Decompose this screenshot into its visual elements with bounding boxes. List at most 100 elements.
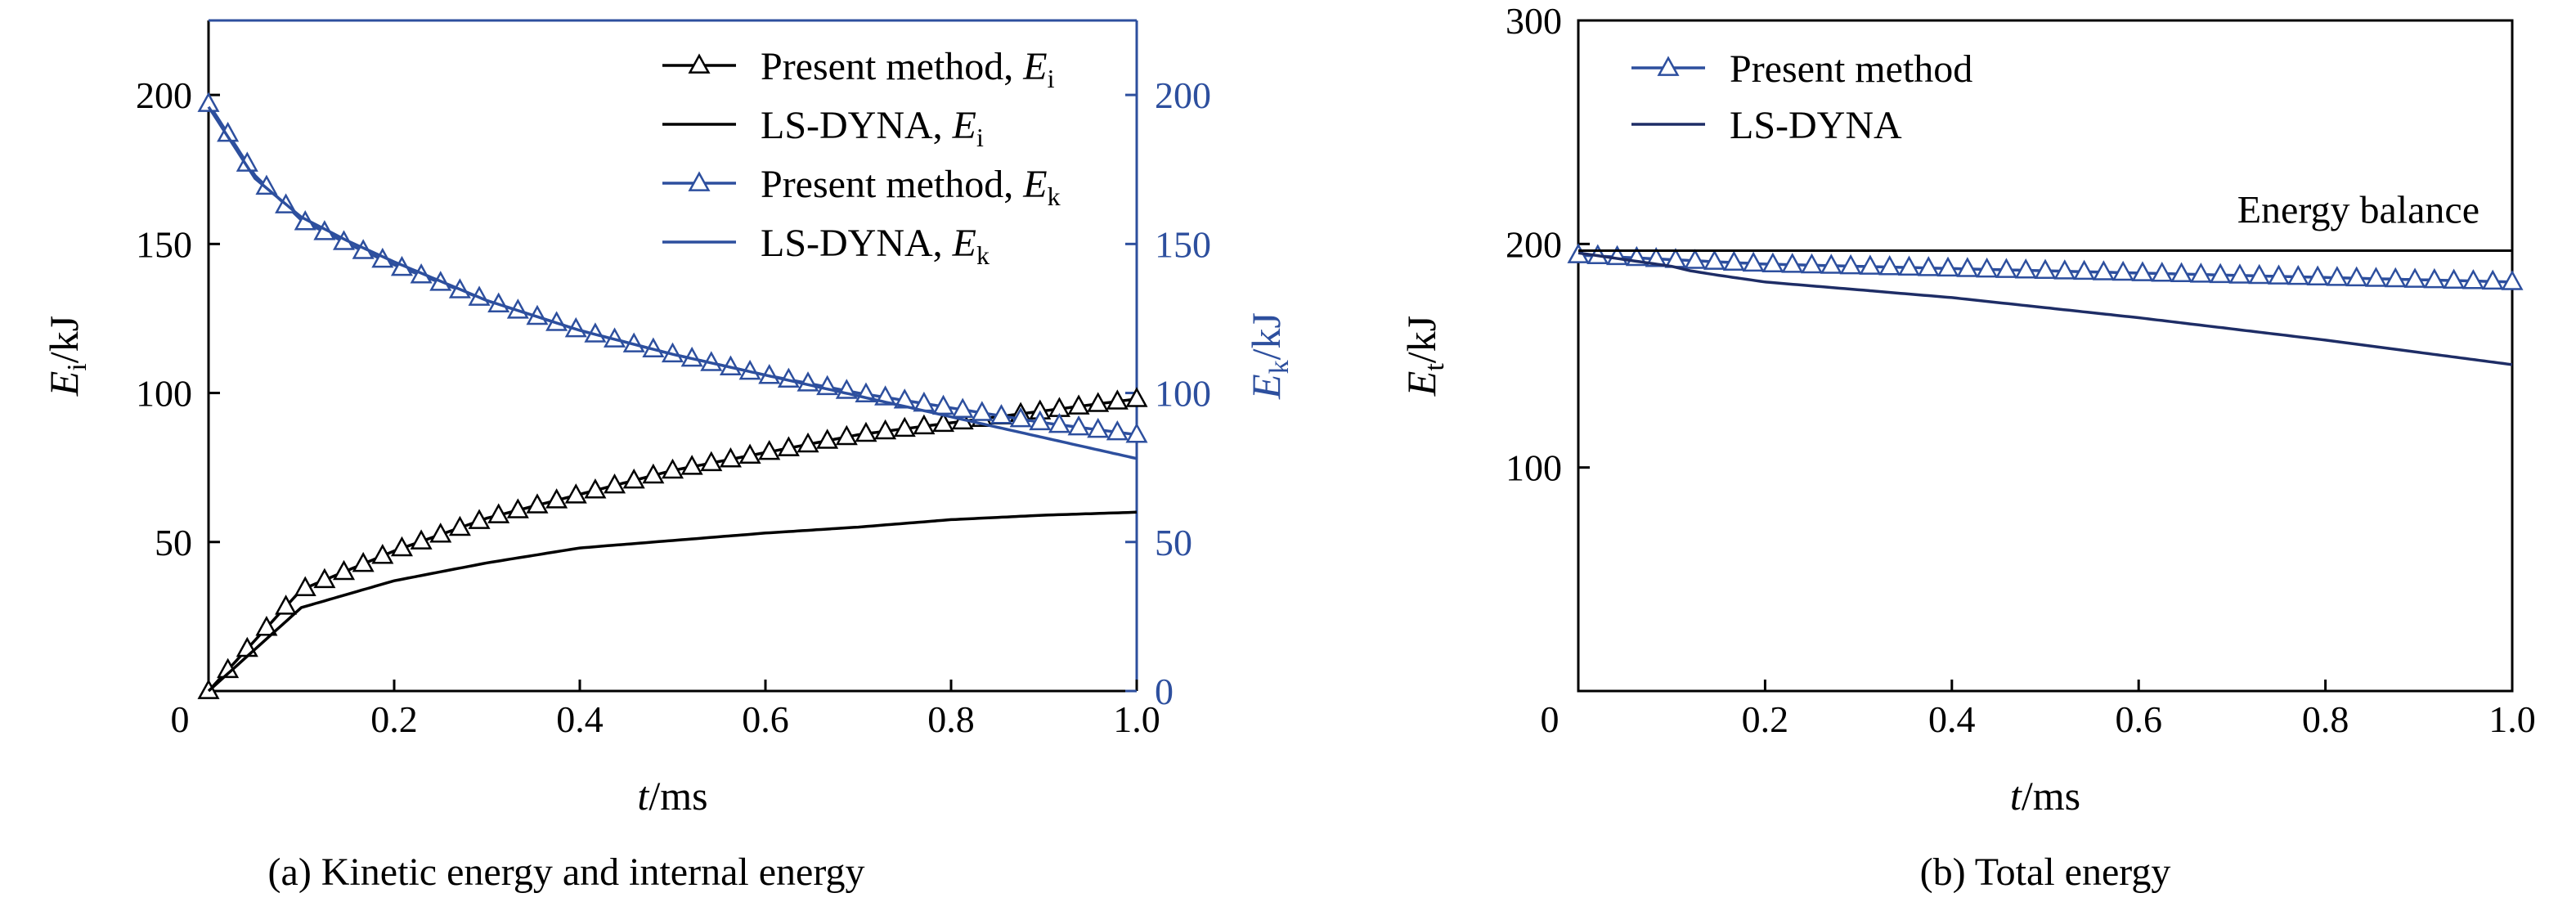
energy-balance-annotation: Energy balance: [2237, 189, 2480, 232]
data-point-marker: [410, 529, 433, 550]
data-point-marker: [2209, 263, 2232, 284]
x-axis-label-var: t: [637, 773, 649, 819]
data-point-marker: [468, 509, 491, 529]
data-point-marker: [1917, 256, 1940, 276]
data-point-marker: [1995, 258, 2017, 278]
x-tick-label: 0.2: [370, 698, 418, 740]
data-point-marker: [564, 483, 587, 504]
data-point-marker: [1106, 389, 1129, 410]
data-point-marker: [1976, 257, 1999, 278]
legend-marker: [688, 53, 711, 74]
y-right-axis-label-var: E: [1243, 374, 1289, 400]
chart-caption: (a) Kinetic energy and internal energy: [268, 850, 865, 894]
legend-entry: LS-DYNA, Ek: [662, 222, 990, 270]
legend-marker: [1657, 56, 1680, 76]
legend-label: LS-DYNA, Ek: [761, 222, 990, 270]
data-point-marker: [2053, 259, 2076, 280]
data-point-marker: [448, 515, 471, 536]
data-point-marker: [429, 523, 452, 543]
legend-entry: LS-DYNA: [1631, 104, 1902, 147]
y-left-tick-label: 200: [136, 74, 192, 116]
y-left-tick-label: 150: [136, 223, 192, 265]
data-point-marker: [2443, 268, 2466, 289]
plot-frame: [1577, 19, 2514, 693]
data-point-marker: [1067, 394, 1090, 415]
data-point-marker: [1067, 415, 1090, 436]
data-point-marker: [313, 568, 336, 589]
data-point-marker: [2423, 267, 2446, 289]
y-axis-label-sub: t: [1420, 363, 1450, 371]
data-point-marker: [680, 455, 703, 475]
series-line-right-lsdyna: [207, 105, 1138, 460]
data-point-marker: [1897, 255, 1920, 276]
y-right-tick-label: 100: [1155, 373, 1211, 415]
x-tick-label: 0.8: [2302, 698, 2349, 740]
data-point-marker: [642, 463, 665, 484]
data-point-marker: [2034, 258, 2057, 280]
y-right-axis-label: Ek/kJ: [1243, 312, 1295, 400]
series-line-left-lsdyna: [207, 510, 1138, 693]
data-point-marker: [913, 414, 936, 435]
x-tick-label: 0.4: [1928, 698, 1976, 740]
data-point-marker: [1820, 254, 1842, 274]
x-axis-label-var: t: [2010, 773, 2022, 819]
y-left-axis-label-unit: /kJ: [41, 316, 87, 363]
legend-label: Present method, Ei: [761, 45, 1055, 93]
series-line-lsdyna: [1577, 251, 2513, 366]
data-point-marker: [1761, 252, 1784, 273]
data-point-marker: [1684, 249, 1707, 269]
data-point-marker: [1878, 254, 1901, 276]
y-axis-label-unit: /kJ: [1398, 316, 1444, 363]
x-tick-label: 0.8: [927, 698, 975, 740]
legend-label-name: Present method,: [761, 163, 1023, 206]
y-right-axis-label-unit: /kJ: [1243, 312, 1289, 360]
y-left-axis-label: Ei/kJ: [41, 316, 92, 397]
data-point-marker: [2267, 264, 2291, 285]
legend-entry: Present method: [1631, 47, 1972, 91]
data-point-marker: [2501, 270, 2524, 290]
data-point-marker: [1645, 246, 1667, 267]
data-point-marker: [2092, 260, 2115, 280]
data-point-marker: [545, 488, 568, 509]
x-tick-label: 0.4: [556, 698, 604, 740]
data-point-marker: [738, 443, 761, 464]
legend-label: Present method: [1730, 47, 1972, 91]
legend-label-sub: k: [976, 240, 990, 270]
data-point-marker: [294, 576, 316, 597]
data-point-marker: [506, 498, 529, 518]
x-axis-label: t/ms: [637, 773, 707, 819]
legend-label-name: LS-DYNA,: [761, 104, 953, 147]
legend-label-var: E: [952, 104, 976, 147]
y-right-tick-label: 200: [1155, 74, 1211, 116]
data-point-marker: [622, 468, 645, 489]
y-axis-label: Et/kJ: [1398, 316, 1450, 397]
data-point-marker: [2345, 266, 2368, 287]
data-point-marker: [2481, 269, 2504, 290]
x-tick-label: 0.6: [742, 698, 789, 740]
legend-entry: LS-DYNA, Ei: [662, 104, 984, 152]
y-right-tick-label: 0: [1155, 671, 1174, 712]
x-tick-label: 0.6: [2115, 698, 2162, 740]
data-point-marker: [990, 404, 1012, 424]
chart-caption: (b) Total energy: [1920, 850, 2171, 894]
data-point-marker: [2151, 261, 2174, 282]
data-point-marker: [487, 503, 510, 523]
data-point-marker: [2403, 267, 2426, 288]
legend-label: LS-DYNA: [1730, 104, 1902, 147]
data-point-marker: [700, 451, 723, 472]
legend-entry: Present method, Ek: [662, 163, 1061, 211]
data-point-marker: [2189, 263, 2212, 283]
y-tick-label: 300: [1506, 0, 1562, 42]
x-tick-label: 0: [171, 698, 190, 740]
data-point-marker: [1087, 417, 1110, 438]
data-point-marker: [1956, 257, 1979, 277]
data-point-marker: [1742, 251, 1765, 272]
data-point-marker: [971, 401, 994, 421]
data-point-marker: [1087, 392, 1110, 412]
data-point-marker: [1009, 406, 1032, 428]
legend-label-name: LS-DYNA,: [761, 222, 953, 265]
data-point-marker: [390, 536, 413, 557]
data-point-marker: [2228, 263, 2251, 284]
data-point-marker: [2306, 265, 2329, 285]
